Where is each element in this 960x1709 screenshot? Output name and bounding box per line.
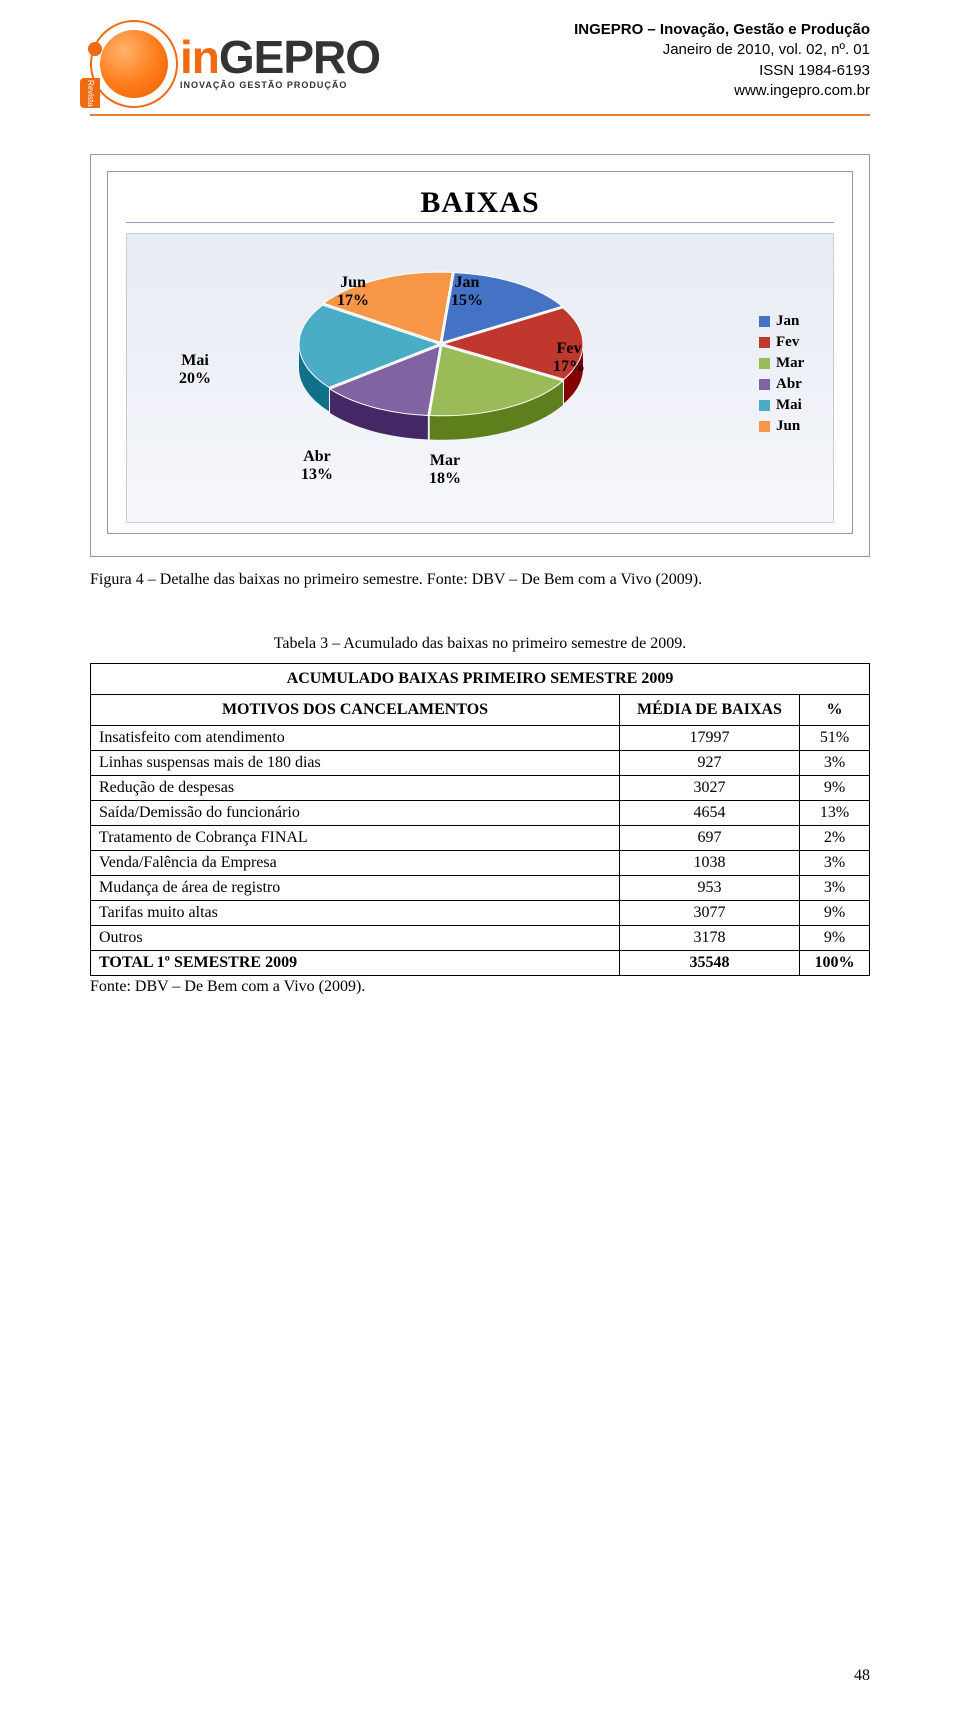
logo-tab-label: Revista: [80, 78, 100, 108]
journal-issn: ISSN 1984-6193: [574, 61, 870, 81]
cell-motive: Tarifas muito altas: [91, 901, 620, 926]
cell-value: 17997: [620, 726, 800, 751]
pie-slice-label: Abr13%: [301, 448, 333, 483]
table-row: Redução de despesas30279%: [91, 776, 870, 801]
cell-motive: Saída/Demissão do funcionário: [91, 801, 620, 826]
pie-slice-label: Jan15%: [451, 274, 483, 309]
table-row: Insatisfeito com atendimento1799751%: [91, 726, 870, 751]
legend-item: Jan: [759, 313, 819, 330]
logo: Revista inGEPRO INOVAÇÃO GESTÃO PRODUÇÃO: [90, 20, 380, 108]
chart-outer-frame: BAIXAS Jan15% Fev17% Mar18% Abr13% Mai20% Jun…: [90, 154, 870, 557]
table-title: ACUMULADO BAIXAS PRIMEIRO SEMESTRE 2009: [91, 664, 870, 695]
legend-label: Jun: [776, 418, 800, 435]
col-header-3: %: [800, 695, 870, 726]
table-row: Linhas suspensas mais de 180 dias9273%: [91, 751, 870, 776]
legend-label: Jan: [776, 313, 799, 330]
table-row: Outros31789%: [91, 926, 870, 951]
legend-label: Fev: [776, 334, 799, 351]
legend-label: Abr: [776, 376, 802, 393]
total-pct: 100%: [800, 951, 870, 976]
legend-item: Fev: [759, 334, 819, 351]
cell-value: 3077: [620, 901, 800, 926]
legend-swatch: [759, 316, 770, 327]
cell-percent: 51%: [800, 726, 870, 751]
journal-url: www.ingepro.com.br: [574, 81, 870, 101]
table-body: Insatisfeito com atendimento1799751%Linh…: [91, 726, 870, 951]
cell-motive: Insatisfeito com atendimento: [91, 726, 620, 751]
cell-motive: Linhas suspensas mais de 180 dias: [91, 751, 620, 776]
total-value: 35548: [620, 951, 800, 976]
cell-percent: 9%: [800, 926, 870, 951]
table-row: Mudança de área de registro9533%: [91, 876, 870, 901]
cell-value: 3027: [620, 776, 800, 801]
pie-slice-label: Mai20%: [179, 352, 211, 387]
cell-value: 927: [620, 751, 800, 776]
page-number: 48: [854, 1667, 870, 1685]
journal-issue: Janeiro de 2010, vol. 02, nº. 01: [574, 40, 870, 60]
cell-percent: 2%: [800, 826, 870, 851]
cell-percent: 3%: [800, 751, 870, 776]
legend-item: Mai: [759, 397, 819, 414]
cell-percent: 9%: [800, 776, 870, 801]
cell-motive: Tratamento de Cobrança FINAL: [91, 826, 620, 851]
journal-title: INGEPRO – Inovação, Gestão e Produção: [574, 20, 870, 40]
cell-percent: 3%: [800, 851, 870, 876]
cell-motive: Outros: [91, 926, 620, 951]
legend-swatch: [759, 358, 770, 369]
col-header-2: MÉDIA DE BAIXAS: [620, 695, 800, 726]
legend-swatch: [759, 421, 770, 432]
table-source: Fonte: DBV – De Bem com a Vivo (2009).: [90, 978, 870, 996]
legend-item: Jun: [759, 418, 819, 435]
pie-slice-label: Jun17%: [337, 274, 369, 309]
cell-value: 4654: [620, 801, 800, 826]
cell-value: 1038: [620, 851, 800, 876]
legend-item: Mar: [759, 355, 819, 372]
document-page: Revista inGEPRO INOVAÇÃO GESTÃO PRODUÇÃO…: [0, 0, 960, 1709]
chart-title: BAIXAS: [126, 186, 834, 223]
data-table: ACUMULADO BAIXAS PRIMEIRO SEMESTRE 2009 …: [90, 663, 870, 976]
figure-caption: Figura 4 – Detalhe das baixas no primeir…: [90, 571, 870, 589]
table-row: Tarifas muito altas30779%: [91, 901, 870, 926]
header-meta: INGEPRO – Inovação, Gestão e Produção Ja…: [574, 20, 870, 101]
legend-label: Mai: [776, 397, 802, 414]
col-header-1: MOTIVOS DOS CANCELAMENTOS: [91, 695, 620, 726]
header-rule: [90, 114, 870, 116]
cell-motive: Mudança de área de registro: [91, 876, 620, 901]
chart-plot-area: Jan15% Fev17% Mar18% Abr13% Mai20% Jun17% Jan…: [126, 233, 834, 523]
table-row: Venda/Falência da Empresa10383%: [91, 851, 870, 876]
cell-value: 953: [620, 876, 800, 901]
cell-motive: Venda/Falência da Empresa: [91, 851, 620, 876]
logo-text: inGEPRO INOVAÇÃO GESTÃO PRODUÇÃO: [148, 38, 380, 89]
table-row: Saída/Demissão do funcionário465413%: [91, 801, 870, 826]
legend-label: Mar: [776, 355, 804, 372]
chart-legend: Jan Fev Mar Abr Mai Jun: [759, 309, 819, 439]
cell-percent: 13%: [800, 801, 870, 826]
cell-value: 697: [620, 826, 800, 851]
logo-prefix: in: [180, 31, 219, 83]
total-label: TOTAL 1º SEMESTRE 2009: [91, 951, 620, 976]
cell-value: 3178: [620, 926, 800, 951]
table-caption: Tabela 3 – Acumulado das baixas no prime…: [90, 635, 870, 653]
cell-percent: 3%: [800, 876, 870, 901]
pie-chart: Jan15% Fev17% Mar18% Abr13% Mai20% Jun17%: [141, 244, 741, 504]
cell-motive: Redução de despesas: [91, 776, 620, 801]
legend-item: Abr: [759, 376, 819, 393]
pie-slice-label: Mar18%: [429, 452, 461, 487]
pie-slice-label: Fev17%: [553, 340, 585, 375]
legend-swatch: [759, 337, 770, 348]
cell-percent: 9%: [800, 901, 870, 926]
table-row: Tratamento de Cobrança FINAL6972%: [91, 826, 870, 851]
logo-icon: Revista: [90, 20, 178, 108]
chart-inner-frame: BAIXAS Jan15% Fev17% Mar18% Abr13% Mai20% Jun…: [107, 171, 853, 534]
table-total-row: TOTAL 1º SEMESTRE 2009 35548 100%: [91, 951, 870, 976]
legend-swatch: [759, 379, 770, 390]
logo-rest: GEPRO: [219, 31, 380, 83]
page-header: Revista inGEPRO INOVAÇÃO GESTÃO PRODUÇÃO…: [90, 20, 870, 108]
legend-swatch: [759, 400, 770, 411]
